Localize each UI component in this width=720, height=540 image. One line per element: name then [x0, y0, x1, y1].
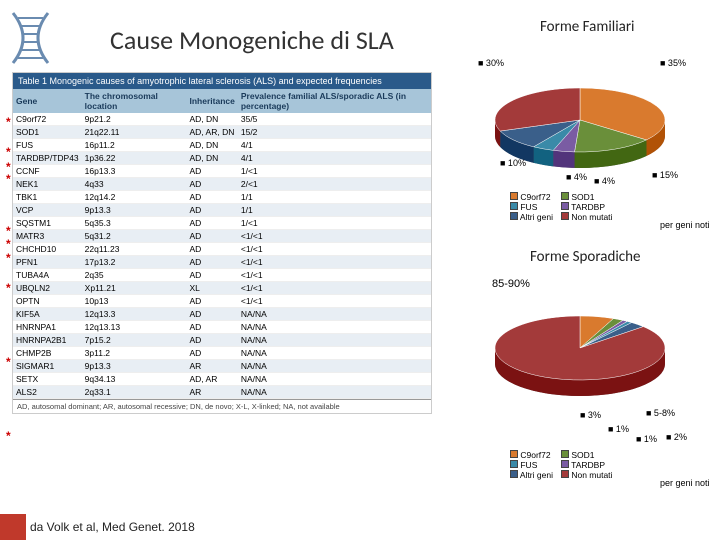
pie-slice-label: ■ 1%	[636, 434, 657, 444]
pie-slice-label: ■ 1%	[608, 424, 629, 434]
citation: da Volk et al, Med Genet. 2018	[30, 520, 195, 534]
sporadic-legend: C9orf72 SOD1 FUS TARDBP Altri geni Non m…	[506, 450, 716, 480]
pie-slice-label: ■ 2%	[666, 432, 687, 442]
sporadic-footnote: per geni noti	[660, 478, 710, 488]
accent-bar	[0, 514, 26, 540]
pie-slice-label: ■ 3%	[580, 410, 601, 420]
pie-slice-label: ■ 5-8%	[646, 408, 675, 418]
